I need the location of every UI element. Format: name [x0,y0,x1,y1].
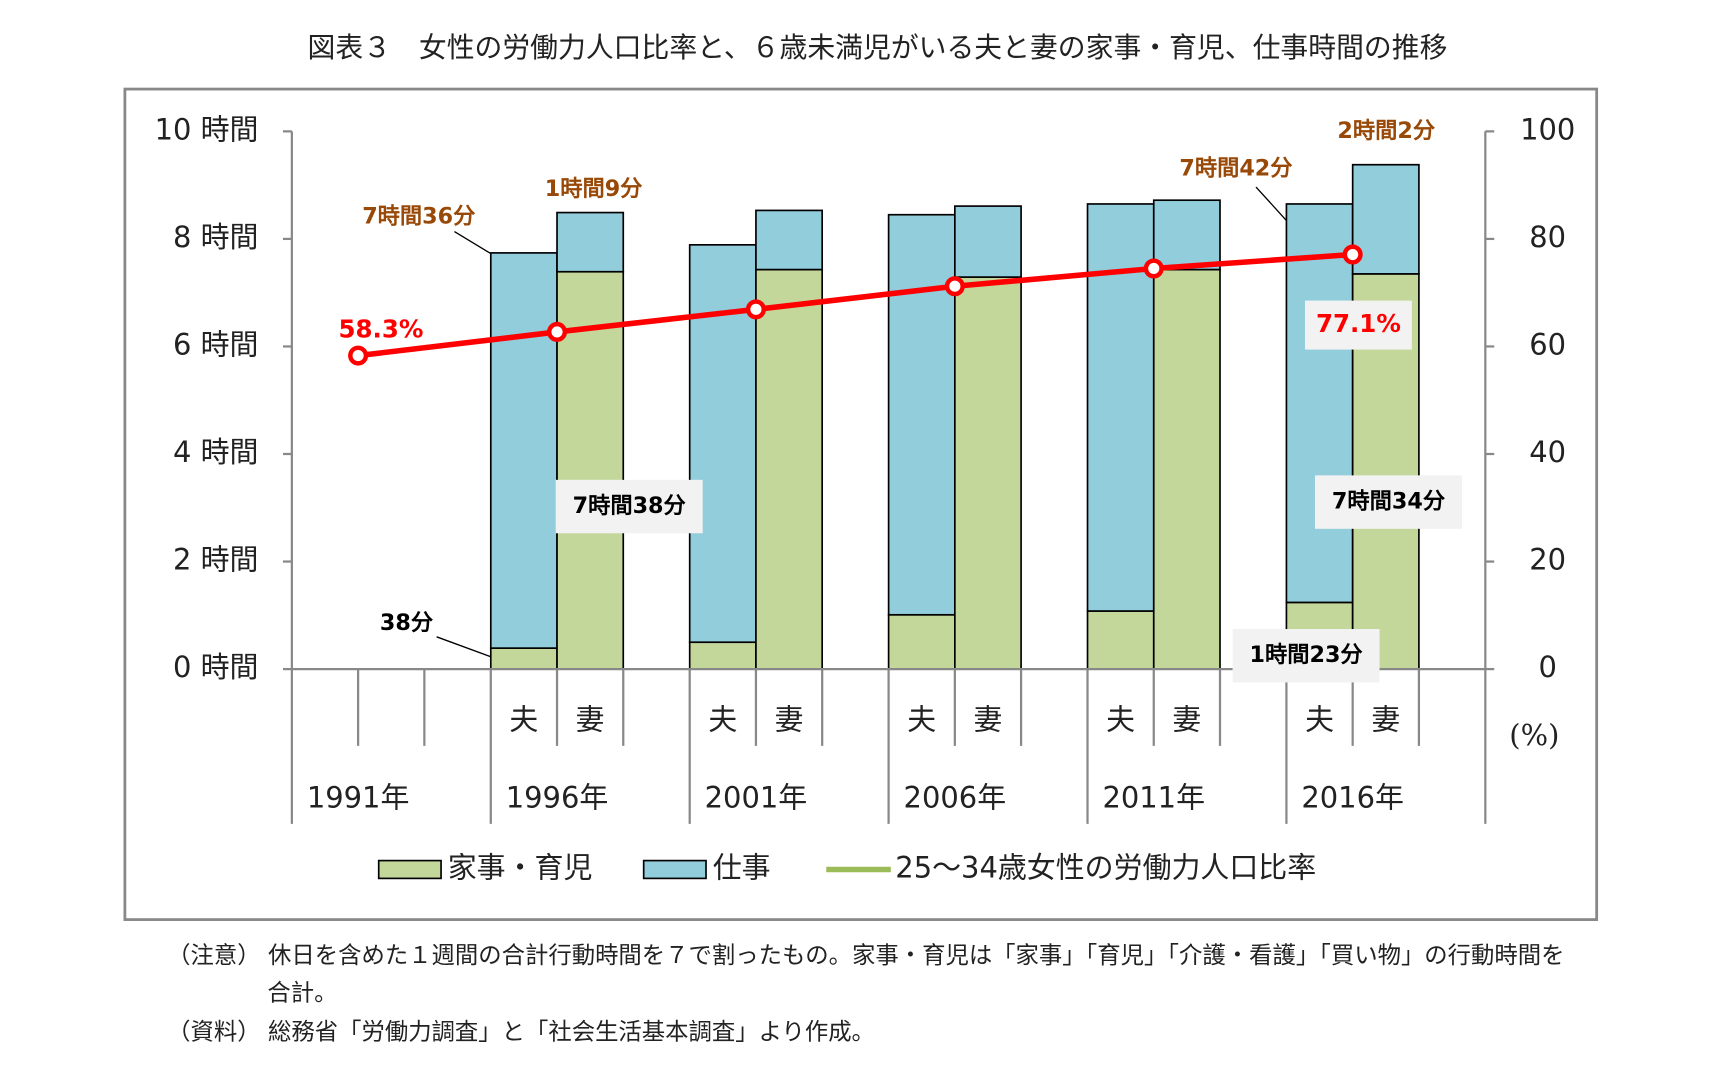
y-tick-label: 2 時間 [173,543,259,577]
x-tick-label: 2016年 [1301,780,1404,814]
x-tick-label: 2001年 [705,780,808,814]
bar-segment [1086,610,1155,670]
line-series [357,251,1353,359]
line-point [1342,244,1363,265]
label-box [1315,475,1462,529]
x-tick-label: 2006年 [904,780,1007,814]
y-tick-label: 8 時間 [173,220,259,254]
legend-swatch [642,859,707,880]
annotation: 7時間34分 [1332,489,1446,515]
bar-segment [755,268,824,670]
y-tick-label: 0 時間 [173,650,259,684]
bar-segment [887,613,956,670]
bar-segment [489,647,558,670]
data-label: 58.3% [338,315,423,344]
note: （注意） 休日を含めた１週間の合計行動時間を７で割ったもの。家事・育児は「家事」… [167,941,1564,969]
y-tick-label: 6 時間 [173,327,259,361]
sub-category-label: 妻 [775,702,804,736]
annotation: 1時間9分 [545,176,643,202]
y2-tick-label: 60 [1529,327,1566,361]
label-box [1304,300,1412,350]
plot-frame [123,87,1599,921]
annotation: 38分 [380,610,434,636]
label-box [555,479,703,534]
y2-tick-label: 0 [1538,650,1556,684]
leader-lines [436,186,1290,658]
label-box [1232,629,1380,683]
legend-label: 家事・育児 [448,850,593,884]
y-tick-label: 10 時間 [155,112,259,146]
annotation: 1時間23分 [1249,642,1363,668]
y2-tick-label: 40 [1529,435,1566,469]
bar-segment [1086,203,1155,612]
bar-segment [556,211,625,273]
bar-segment [1351,163,1420,275]
line-point [348,345,369,366]
bar-segment [688,243,757,644]
y-tick-label: 4 時間 [173,435,259,469]
y2-tick-label: 80 [1529,220,1566,254]
legend-label: 仕事 [713,850,771,884]
y2-tick-label: 100 [1520,112,1575,146]
sub-category-label: 妻 [1371,702,1400,736]
x-tick-label: 1991年 [307,780,410,814]
annotation: 2時間2分 [1337,118,1435,144]
line-point [1143,258,1164,279]
sub-category-label: 夫 [1106,702,1135,736]
leader-line [436,636,492,658]
x-tick-label: 1996年 [506,780,609,814]
legend-swatch [377,859,442,880]
sub-category-label: 妻 [1172,702,1201,736]
sub-category-label: 夫 [708,702,737,736]
line-point [547,321,568,342]
bar-segment [1285,203,1354,604]
line-point [745,299,766,320]
sub-category-label: 妻 [576,702,605,736]
annotation: 7時間36分 [362,204,476,230]
chart-title: 図表３ 女性の労働力人口比率と、６歳未満児がいる夫と妻の家事・育児、仕事時間の推… [308,31,1448,64]
sub-category-label: 夫 [1305,702,1334,736]
annotation: 7時間42分 [1179,156,1293,182]
sub-category-label: 夫 [907,702,936,736]
leader-line [454,230,492,255]
legend-label: 25～34歳女性の労働力人口比率 [895,850,1316,884]
y2-tick-label: 20 [1529,543,1566,577]
x-tick-label: 2011年 [1102,780,1205,814]
annotation: 7時間38分 [573,493,687,519]
bar-segment [1152,268,1221,670]
note: （資料） 総務省「労働力調査」と「社会生活基本調査」より作成。 [167,1018,875,1046]
sub-category-label: 妻 [973,702,1002,736]
bar-segment [755,209,824,271]
leader-line [1255,186,1290,225]
sub-category-label: 夫 [509,702,538,736]
bar-segment [489,252,558,649]
bar-segment [954,276,1022,670]
bar-segment [887,213,956,616]
data-label: 77.1% [1316,309,1401,338]
y2-axis-label: (%) [1509,718,1559,752]
line-point [944,276,965,297]
bar-segment [954,205,1022,278]
note: 合計。 [267,979,337,1007]
bar-segment [688,641,757,670]
bar-segment [1152,199,1221,271]
